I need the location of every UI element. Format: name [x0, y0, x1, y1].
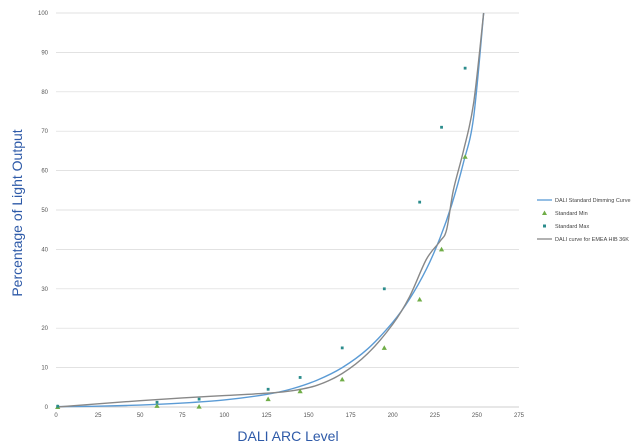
point-2-6: [382, 287, 386, 291]
point-2-7: [418, 200, 422, 204]
point-1-1: [154, 403, 160, 408]
legend: DALI Standard Dimming Curve Standard Min S…: [537, 198, 631, 243]
legend-swatch-1: [542, 210, 547, 215]
series-layer: [55, 12, 485, 409]
y-tick-100: 100: [38, 11, 49, 17]
grid-lines: [56, 12, 519, 368]
y-tick-90: 90: [41, 50, 48, 56]
x-axis-label: DALI ARC Level: [237, 428, 338, 444]
point-2-0: [56, 404, 60, 408]
series-line-0: [57, 12, 485, 408]
point-2-5: [340, 346, 344, 350]
series-1: [55, 154, 468, 409]
point-1-9: [462, 154, 468, 159]
point-1-4: [297, 388, 303, 394]
legend-item-2: Standard Max: [543, 224, 589, 230]
series-2: [56, 66, 467, 408]
legend-label-2: Standard Max: [555, 224, 589, 230]
legend-item-1: Standard Min: [542, 210, 588, 217]
point-2-3: [266, 387, 270, 391]
x-tick-50: 50: [137, 413, 144, 419]
legend-item-3: DALI curve for EMEA HIB 36K: [537, 237, 629, 243]
y-axis-label: Percentage of Light Output: [9, 129, 25, 296]
legend-swatch-2: [543, 224, 546, 228]
x-tick-250: 250: [472, 413, 483, 419]
x-tick-200: 200: [388, 413, 399, 419]
x-tick-25: 25: [95, 413, 102, 419]
y-tick-0: 0: [45, 405, 49, 411]
x-tick-100: 100: [219, 413, 230, 419]
point-1-3: [265, 396, 271, 402]
legend-label-0: DALI Standard Dimming Curve: [555, 198, 631, 204]
y-tick-40: 40: [41, 247, 48, 253]
series-0: [57, 12, 485, 408]
y-tick-20: 20: [41, 326, 48, 332]
point-2-4: [298, 376, 302, 379]
x-tick-150: 150: [304, 413, 315, 419]
y-tick-80: 80: [41, 90, 48, 96]
y-tick-50: 50: [41, 208, 48, 214]
x-tick-275: 275: [514, 413, 525, 419]
point-1-6: [381, 345, 387, 350]
legend-label-3: DALI curve for EMEA HIB 36K: [555, 237, 629, 243]
y-tick-10: 10: [41, 366, 48, 372]
point-1-8: [438, 246, 445, 252]
legend-label-1: Standard Min: [555, 211, 588, 217]
x-tick-175: 175: [346, 413, 357, 419]
x-tick-125: 125: [261, 413, 272, 419]
point-2-9: [463, 66, 467, 70]
point-1-7: [417, 296, 423, 302]
tick-labels: 0 10 20 30 40 50 60 70 80 90 100 0 25 50 75 100 125 150 17…: [38, 11, 525, 419]
legend-item-0: DALI Standard Dimming Curve: [537, 198, 631, 204]
point-2-1: [155, 400, 159, 404]
series-line-3: [57, 12, 485, 408]
y-tick-70: 70: [41, 129, 48, 135]
x-tick-225: 225: [430, 413, 441, 419]
x-tick-0: 0: [54, 413, 58, 419]
x-tick-75: 75: [179, 413, 186, 419]
point-2-8: [440, 125, 443, 129]
y-tick-30: 30: [41, 287, 48, 293]
y-tick-60: 60: [41, 169, 48, 175]
point-1-2: [196, 404, 202, 409]
series-3: [57, 12, 485, 408]
point-2-2: [197, 397, 201, 401]
point-1-5: [339, 376, 345, 382]
